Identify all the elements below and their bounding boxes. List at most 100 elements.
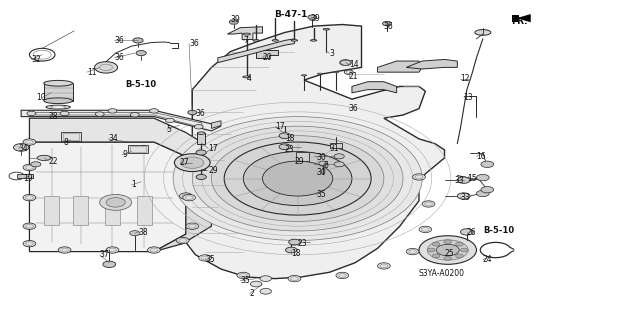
Circle shape xyxy=(260,276,271,281)
Circle shape xyxy=(413,174,426,180)
Polygon shape xyxy=(154,148,211,252)
Text: 29: 29 xyxy=(208,166,218,175)
Bar xyxy=(129,145,148,153)
Circle shape xyxy=(432,254,440,258)
Polygon shape xyxy=(29,142,186,252)
Ellipse shape xyxy=(44,98,72,104)
Circle shape xyxy=(192,126,403,231)
Circle shape xyxy=(23,195,36,201)
Ellipse shape xyxy=(44,80,72,86)
Text: 38: 38 xyxy=(138,228,148,237)
Text: 13: 13 xyxy=(464,93,474,102)
Text: 23: 23 xyxy=(298,239,307,248)
Circle shape xyxy=(100,195,132,210)
Text: 35: 35 xyxy=(205,255,215,264)
Circle shape xyxy=(476,174,489,181)
Circle shape xyxy=(196,174,206,180)
Text: 31: 31 xyxy=(330,144,339,153)
Circle shape xyxy=(308,15,317,19)
Text: 18: 18 xyxy=(285,134,294,143)
Circle shape xyxy=(60,111,69,116)
Text: 25: 25 xyxy=(445,249,454,258)
Circle shape xyxy=(224,142,371,215)
Polygon shape xyxy=(29,118,211,156)
Text: 8: 8 xyxy=(63,137,68,146)
Text: 19: 19 xyxy=(23,174,33,183)
Circle shape xyxy=(444,240,452,244)
Circle shape xyxy=(150,109,159,113)
Ellipse shape xyxy=(291,40,298,41)
Circle shape xyxy=(229,20,238,24)
Circle shape xyxy=(23,241,36,247)
Ellipse shape xyxy=(340,60,351,65)
Bar xyxy=(296,152,309,161)
Circle shape xyxy=(176,237,189,244)
Circle shape xyxy=(481,161,493,167)
Bar xyxy=(197,133,205,144)
Ellipse shape xyxy=(272,40,278,41)
Circle shape xyxy=(180,157,204,168)
Bar xyxy=(131,146,146,152)
Text: 20: 20 xyxy=(262,53,272,62)
Circle shape xyxy=(108,109,117,113)
Polygon shape xyxy=(352,82,397,93)
Text: 24: 24 xyxy=(483,255,492,264)
Circle shape xyxy=(476,190,489,197)
Text: 10: 10 xyxy=(36,93,45,102)
Text: 18: 18 xyxy=(291,249,301,258)
Text: FR.: FR. xyxy=(511,17,528,26)
Ellipse shape xyxy=(333,71,339,73)
Text: 5: 5 xyxy=(167,125,172,134)
Text: 21: 21 xyxy=(349,72,358,81)
Bar xyxy=(44,196,60,225)
Text: 9: 9 xyxy=(122,150,127,159)
Ellipse shape xyxy=(323,28,330,30)
Circle shape xyxy=(179,155,192,161)
Text: 6: 6 xyxy=(323,161,328,170)
Text: 30: 30 xyxy=(317,153,326,162)
Text: 17: 17 xyxy=(275,122,285,131)
Text: 35: 35 xyxy=(317,190,326,199)
Circle shape xyxy=(27,111,36,116)
Text: 11: 11 xyxy=(87,68,97,77)
Text: 30: 30 xyxy=(317,168,326,177)
Circle shape xyxy=(419,226,432,233)
Bar xyxy=(105,196,120,225)
Bar xyxy=(330,143,342,148)
Circle shape xyxy=(148,247,161,253)
Polygon shape xyxy=(378,61,422,72)
Bar xyxy=(137,196,152,225)
Circle shape xyxy=(383,21,392,26)
Text: 33: 33 xyxy=(461,193,470,202)
Text: 1: 1 xyxy=(132,181,136,189)
Bar xyxy=(63,133,79,140)
Circle shape xyxy=(288,275,301,282)
Ellipse shape xyxy=(197,132,205,134)
Bar xyxy=(44,83,73,101)
Circle shape xyxy=(188,110,196,115)
Circle shape xyxy=(461,248,468,252)
Circle shape xyxy=(211,136,384,221)
Circle shape xyxy=(250,281,262,287)
Circle shape xyxy=(58,247,71,253)
Circle shape xyxy=(260,288,271,294)
Text: 35: 35 xyxy=(240,276,250,285)
Circle shape xyxy=(23,223,36,229)
Circle shape xyxy=(198,255,211,261)
Ellipse shape xyxy=(243,33,250,35)
Text: 39: 39 xyxy=(230,15,241,24)
Circle shape xyxy=(103,261,116,268)
Circle shape xyxy=(436,244,460,256)
Text: 12: 12 xyxy=(461,74,470,83)
Text: 7: 7 xyxy=(243,36,248,45)
Ellipse shape xyxy=(243,76,250,78)
Bar xyxy=(197,160,205,170)
Text: 34: 34 xyxy=(19,144,28,153)
Circle shape xyxy=(456,242,463,246)
Bar xyxy=(73,196,88,225)
Circle shape xyxy=(133,38,143,43)
Text: 36: 36 xyxy=(195,109,205,118)
Polygon shape xyxy=(256,50,278,58)
Text: 4: 4 xyxy=(246,74,252,83)
Ellipse shape xyxy=(301,75,307,76)
